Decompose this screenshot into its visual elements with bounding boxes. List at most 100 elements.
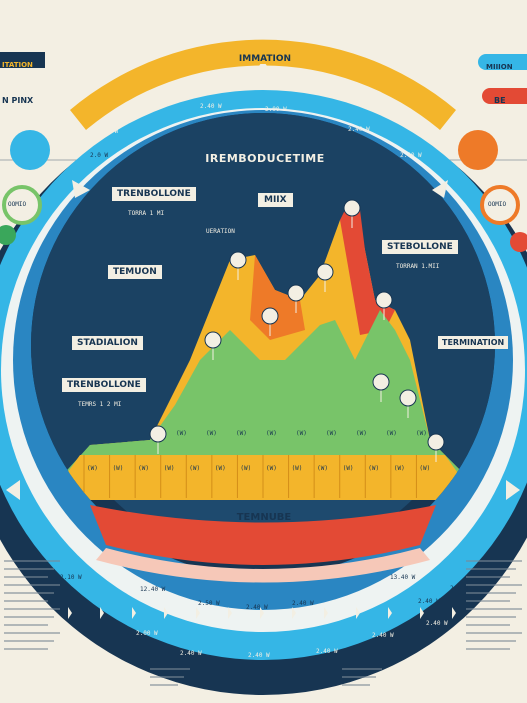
label-trenbollone-top-text: TRENBOLLONE <box>117 189 191 199</box>
ring-tick-label-bottom: 2.40 W <box>372 632 394 639</box>
value-band-label: (W) <box>240 465 252 472</box>
ring-tick-label-small: 13.40 W <box>390 574 416 581</box>
green-value-label: (W) <box>296 430 307 437</box>
left-badge: OOMIO <box>8 201 27 208</box>
marker-dot <box>149 425 167 443</box>
marker-dot <box>399 389 417 407</box>
ring-arrow-tick <box>196 607 200 619</box>
ring-arrow-tick <box>164 607 168 619</box>
ring-tick-label-lower: 2.40 W <box>292 600 314 607</box>
label-trenbollone-low: TRENBOLLONE <box>62 378 146 392</box>
ring-arrow-tick <box>452 607 456 619</box>
ring-tick-label-top: 2.40 W <box>400 152 422 159</box>
side-text-line <box>466 560 522 562</box>
marker-dot <box>204 331 222 349</box>
side-text-line <box>4 600 48 602</box>
label-trenbollone-low-sub: TEMRS 1 2 MI <box>78 401 122 408</box>
green-value-label: (W) <box>356 430 367 437</box>
ring-arrow-tick <box>356 607 360 619</box>
ring-tick-label-lower: 2.40 W <box>418 598 440 605</box>
green-value-label: (W) <box>386 430 397 437</box>
ring-tick-label-small: 12.40 W <box>140 586 166 593</box>
side-text-line <box>466 624 510 626</box>
chart-title: IREMBODUCETIME <box>205 152 325 165</box>
ring-tick-label-small: 2.10 W <box>60 574 82 581</box>
side-text-line <box>150 676 184 678</box>
side-text-line <box>4 648 48 650</box>
value-band-label: (W) <box>138 465 149 472</box>
label-trenbollone-top-sub: TORRA 1 MI <box>128 210 165 217</box>
side-text-line <box>150 668 190 670</box>
top-left-label: ITATION <box>2 61 33 69</box>
ring-arrow-tick <box>292 607 296 619</box>
label-mix-text: MIIX <box>264 195 287 205</box>
value-band-label: (W) <box>419 465 431 472</box>
side-text-line <box>4 632 60 634</box>
green-value-label: (W) <box>416 430 427 437</box>
side-text-line <box>4 640 54 642</box>
label-mix: MIIX <box>258 193 293 207</box>
marker-dot <box>375 291 393 309</box>
top-right-label: MIIION <box>486 63 513 71</box>
side-text-line <box>4 616 54 618</box>
bottom-title: TEMNUBE <box>236 512 292 523</box>
top-center-label: IMMATION <box>238 54 292 64</box>
side-text-line <box>466 568 516 570</box>
side-text-line <box>4 576 48 578</box>
ring-tick-marks <box>36 607 488 619</box>
label-trenbollone-low-text: TRENBOLLONE <box>67 380 141 390</box>
value-band-label: (W) <box>214 465 226 472</box>
green-value-label: (W) <box>326 430 337 437</box>
ring-tick-label-bottom: 2.00 W <box>136 630 158 637</box>
marker-dot <box>343 199 361 217</box>
ring-arrow-tick <box>100 607 104 619</box>
label-termination-text: TERMINATION <box>442 338 505 347</box>
value-dividers <box>83 455 417 498</box>
side-text-line <box>4 624 48 626</box>
right-nodes <box>458 130 527 252</box>
ring-tick-label-top: 2.40 W <box>200 103 222 110</box>
ring-arrow-tick <box>388 607 392 619</box>
left-tag: N PINX <box>0 88 50 105</box>
label-stadialion: STADIALION <box>72 336 143 350</box>
side-text-line <box>342 668 382 670</box>
side-text-line <box>4 592 54 594</box>
ring-tick-label-bottom: 2.40 W <box>426 620 448 627</box>
side-text-line <box>466 616 516 618</box>
label-stadialion-text: STADIALION <box>77 338 138 348</box>
ring-arrows <box>6 60 520 500</box>
side-text-line <box>342 684 370 686</box>
value-band-label: (W) <box>163 465 175 472</box>
ring-tick-label-top: 2.00 W <box>265 106 287 113</box>
marker-dot <box>372 373 390 391</box>
side-text-line <box>466 608 522 610</box>
green-value-label: (W) <box>176 430 187 437</box>
label-temuon-text: TEMUON <box>113 267 157 277</box>
right-tag-label: BE <box>494 96 506 105</box>
right-badge: OOMIO <box>488 201 507 208</box>
top-left-tag: ITATION <box>0 52 45 69</box>
marker-dot <box>287 284 305 302</box>
side-text-line <box>466 640 516 642</box>
ring-tick-label-bottom: 2.40 W <box>316 648 338 655</box>
ring-arrow-tick <box>420 607 424 619</box>
side-text-line <box>4 568 54 570</box>
value-band-label: (W) <box>317 465 328 472</box>
ring-tick-label-lower: 2.40 W <box>246 604 268 611</box>
side-text-line <box>4 608 60 610</box>
side-text-line <box>342 676 376 678</box>
side-text-line <box>466 592 516 594</box>
label-ueration: UERATION <box>206 228 235 235</box>
green-value-label: (W) <box>236 430 247 437</box>
ring-arrow-tick <box>260 607 264 619</box>
ring-arrow-tick <box>324 607 328 619</box>
label-temuon: TEMUON <box>108 265 162 279</box>
side-text-line <box>466 576 510 578</box>
label-stebollone-text: STEBOLLONE <box>387 242 453 252</box>
side-text-line <box>466 648 510 650</box>
marker-dot <box>261 307 279 325</box>
ring-tick-label-lower: 2.50 W <box>198 600 220 607</box>
value-band-label: (W) <box>393 465 405 472</box>
value-band-label: (W) <box>342 465 354 472</box>
